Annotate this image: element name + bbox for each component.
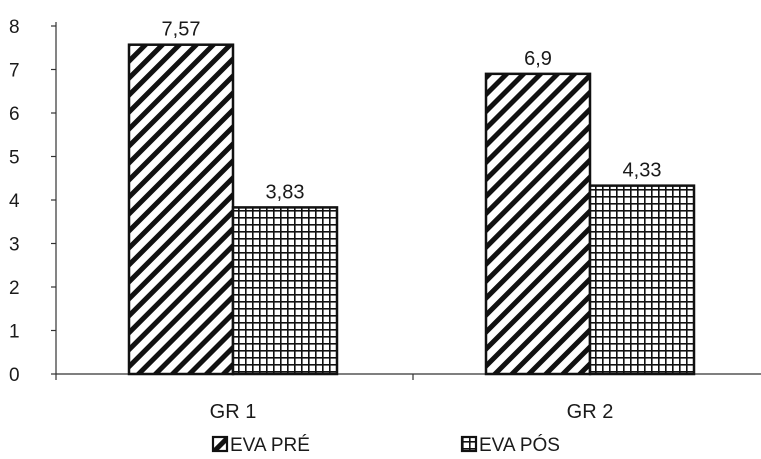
y-axis: 0 1 2 3 4 5 6 7 8: [9, 17, 57, 386]
bar: [127, 43, 235, 376]
category-label: GR 2: [567, 401, 614, 423]
data-label: 3,83: [266, 181, 305, 203]
legend-label: EVA PRÉ: [230, 435, 310, 456]
legend-swatch: [211, 435, 229, 453]
y-tick-label: 3: [9, 235, 20, 256]
bar: [484, 72, 592, 376]
data-label: 7,57: [162, 19, 201, 41]
legend-label: EVA PÓS: [479, 434, 560, 456]
bars: [127, 43, 696, 376]
x-axis: GR 1 GR 2: [55, 373, 761, 423]
bar: [231, 206, 339, 376]
category-label: GR 1: [210, 401, 257, 423]
y-tick-label: 8: [9, 17, 20, 38]
y-tick-label: 5: [9, 148, 20, 169]
legend-swatch: [460, 435, 478, 453]
legend: EVA PRÉ EVA PÓS: [211, 434, 560, 456]
y-tick-label: 0: [9, 365, 20, 386]
data-label: 4,33: [623, 160, 662, 182]
y-tick-label: 4: [9, 191, 20, 212]
y-tick-label: 7: [9, 61, 20, 82]
legend-item: EVA PÓS: [460, 434, 560, 456]
y-tick-label: 2: [9, 278, 20, 299]
data-label: 6,9: [524, 48, 552, 70]
y-tick-label: 6: [9, 104, 20, 125]
bar: [588, 184, 696, 376]
y-tick-label: 1: [9, 322, 20, 343]
legend-item: EVA PRÉ: [211, 435, 310, 456]
data-labels: 7,57 6,9 3,83 4,33: [162, 19, 662, 204]
